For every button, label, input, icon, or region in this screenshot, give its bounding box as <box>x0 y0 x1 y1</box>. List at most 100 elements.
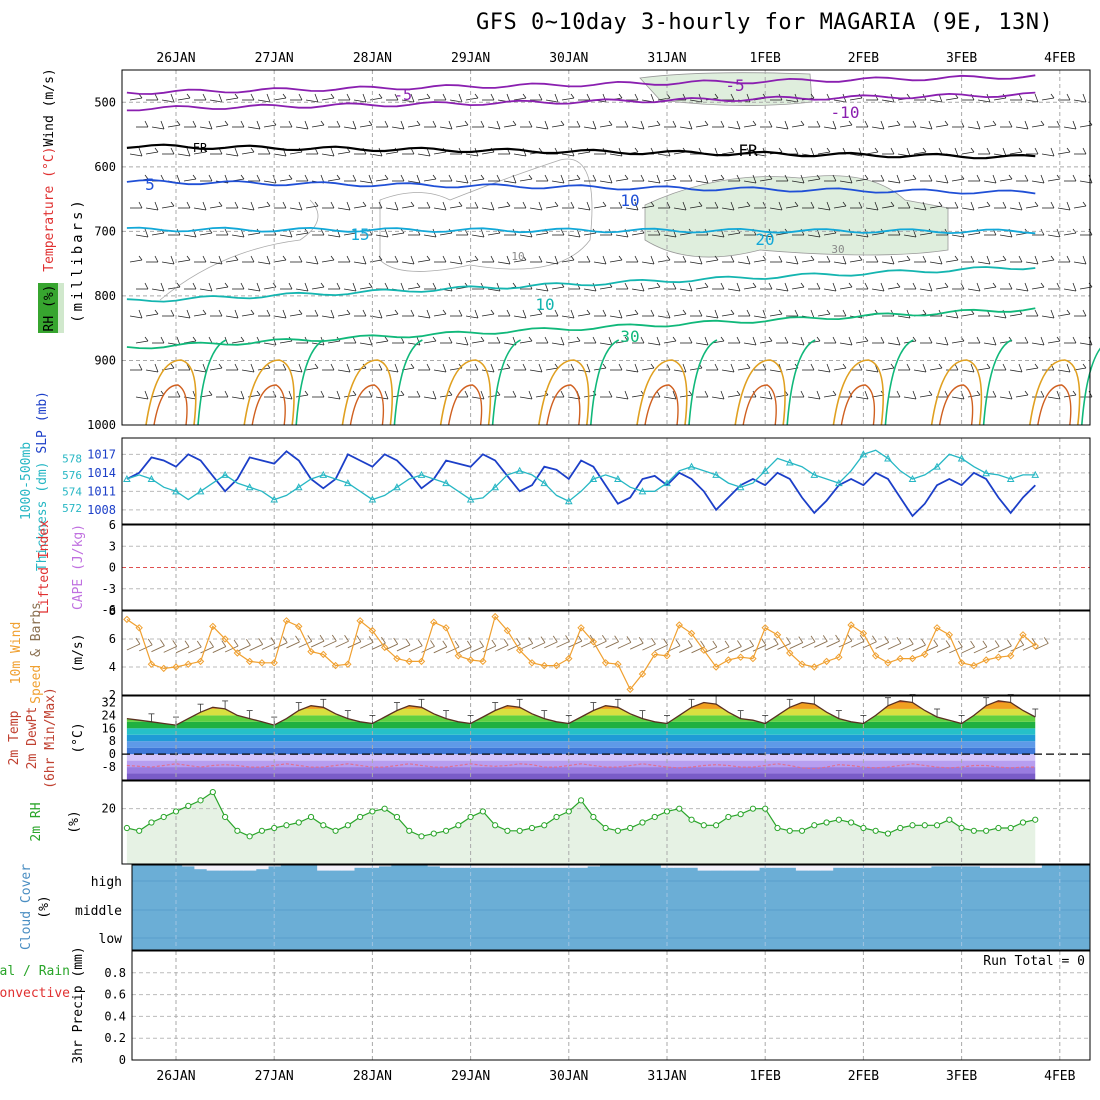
wind-barb-flag <box>272 336 277 346</box>
rh2m-marker <box>418 833 425 840</box>
wind-barb <box>295 288 309 292</box>
wind-barb-flag <box>1050 255 1055 261</box>
cloud-high-gap <box>783 865 797 868</box>
wind-barb <box>151 288 165 292</box>
wind-barb <box>929 367 943 371</box>
rh2m-marker <box>921 822 928 829</box>
wind-barb-flag <box>992 120 997 126</box>
wind-barb <box>759 178 773 182</box>
cloud-high-gap <box>673 865 686 868</box>
isotherm-line <box>126 179 1036 195</box>
rh2m-marker <box>516 827 523 834</box>
wind-barb <box>199 126 213 130</box>
date-label-top: 31JAN <box>647 51 686 66</box>
wind-speed-marker <box>380 643 389 652</box>
wind-barb-flag <box>656 390 661 398</box>
wind-barb-flag <box>921 638 926 646</box>
wind-barb <box>679 126 693 130</box>
wind-barb <box>609 315 623 319</box>
wind-barb-flag <box>880 174 885 182</box>
isotherm-loop <box>938 384 974 426</box>
cloud-high-gap <box>452 865 465 868</box>
wind-barb-flag <box>944 390 949 398</box>
wind-barb-flag <box>730 255 735 263</box>
rh2m-marker <box>160 813 167 821</box>
wind-barb <box>567 234 581 238</box>
wind-barb-flag <box>378 255 383 261</box>
wind-barb <box>609 259 623 263</box>
wind-barb <box>311 124 325 128</box>
date-label-top: 1FEB <box>750 51 781 66</box>
wind-barb <box>765 643 779 651</box>
wind-barb <box>599 180 613 184</box>
wind-barb-flag <box>192 282 197 290</box>
wind-barb-flag <box>957 640 963 648</box>
wind-barb <box>289 369 303 373</box>
wind-barb <box>151 394 165 398</box>
temp-band <box>126 715 1036 722</box>
cloud-high-gap <box>722 865 736 871</box>
wind-barb <box>695 180 709 184</box>
wind-barb <box>871 394 885 398</box>
wind-barb-flag <box>624 174 629 180</box>
wind-barb-flag <box>544 174 549 182</box>
wind-barb-flag <box>560 336 565 346</box>
wind-barb-flag <box>454 640 460 648</box>
wind-speed-marker <box>835 653 843 661</box>
wind-barb-flag <box>1002 363 1007 371</box>
wind-barb <box>642 643 656 651</box>
wind-barb-flag <box>298 93 303 101</box>
wind-barb <box>409 645 423 653</box>
wind-barb-flag <box>528 390 533 400</box>
wind-barb <box>257 261 271 265</box>
wind-barb <box>289 151 303 155</box>
wind-barb <box>789 642 803 649</box>
wind-barb-flag <box>884 636 890 643</box>
temp-axis-label: 2m DewPt <box>25 707 40 770</box>
wind-barb-flag <box>432 120 437 128</box>
wind-barb-flag <box>192 336 197 342</box>
wind-barb-flag <box>752 174 757 184</box>
wind-barb-flag <box>400 390 405 396</box>
wind-barb-flag <box>842 363 847 369</box>
wind-barb <box>433 646 447 654</box>
rh2m-marker <box>798 827 806 834</box>
temp-axis-label: (6hr Min/Max) <box>43 687 58 789</box>
wind-barb <box>998 645 1012 653</box>
wind-barb-flag <box>554 201 559 207</box>
wind-barb-flag <box>736 120 741 130</box>
wind-barb <box>295 126 309 130</box>
svg-text:(%): (%) <box>37 895 52 918</box>
wind-barb <box>887 642 902 650</box>
wind-barb-flag <box>912 282 917 290</box>
wind-barb-flag <box>912 228 917 238</box>
wind-barb <box>727 288 741 292</box>
wind-speed-marker <box>258 659 266 667</box>
thickness-marker <box>515 466 524 474</box>
svg-text:Speed & Barbs: Speed & Barbs <box>29 602 44 704</box>
isotherm-loop <box>439 359 492 426</box>
wind-barb-flag <box>522 201 527 209</box>
wind-barb-flag <box>1034 309 1039 317</box>
wind-barb <box>936 646 951 653</box>
wind-barb <box>225 315 239 319</box>
cloud-high-gap <box>930 865 944 867</box>
wind-barb-flag <box>890 201 895 207</box>
wind-barb <box>609 153 623 157</box>
slp-panel-frame <box>121 437 1091 525</box>
cloud-high-gap <box>317 865 330 871</box>
wind-barb-flag <box>912 120 917 128</box>
wind-barb-flag <box>976 336 981 344</box>
wind-barb-flag <box>778 255 783 263</box>
wind-barb <box>323 640 337 648</box>
wind-barb <box>743 286 757 290</box>
wind-barb-flag <box>1040 282 1045 288</box>
wind-barb-flag <box>186 201 191 209</box>
wind-barb <box>503 180 517 184</box>
isotherm-loop <box>341 359 393 426</box>
wind-barb-flag <box>474 201 479 209</box>
wind-barb-flag <box>1018 255 1023 263</box>
thickness-marker <box>270 495 279 503</box>
cloud-high-gap <box>881 865 895 868</box>
wind-barb-flag <box>256 120 261 130</box>
